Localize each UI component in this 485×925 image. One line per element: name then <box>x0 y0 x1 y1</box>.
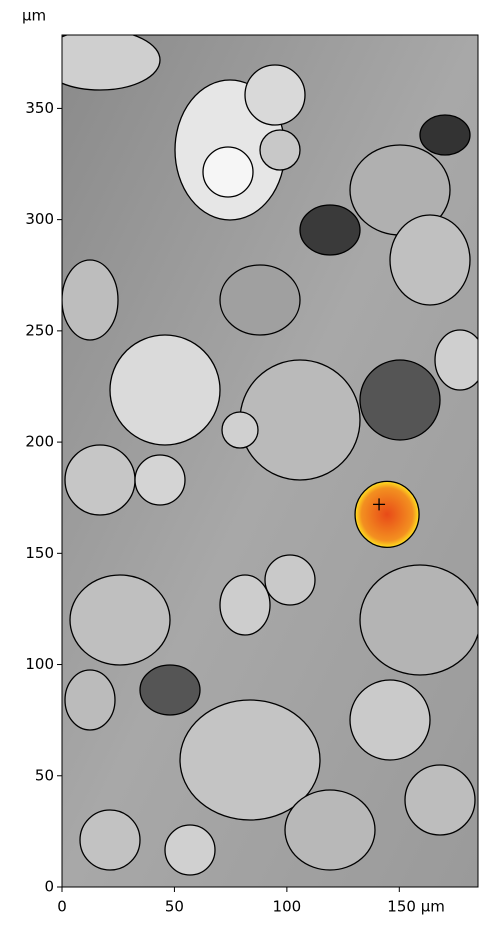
x-tick-label: 50 <box>165 898 184 916</box>
y-tick-label: 50 <box>35 766 54 784</box>
y-tick-label: 350 <box>25 99 54 117</box>
x-tick-label: 100 <box>273 898 302 916</box>
y-tick-label: 200 <box>25 433 54 451</box>
y-tick-label: 300 <box>25 210 54 228</box>
micrograph <box>40 30 485 887</box>
x-tick-label: 150 µm <box>387 898 445 916</box>
chart: µm 0 50 100 150 200 250 300 350 0 50 100 150 µm <box>0 0 485 921</box>
y-axis-unit: µm <box>22 7 46 25</box>
y-tick-label: 250 <box>25 321 54 339</box>
x-tick-label: 0 <box>57 898 67 916</box>
y-tick-label: 0 <box>44 878 54 896</box>
y-tick-label: 100 <box>25 655 54 673</box>
highlighted-grain <box>355 481 419 547</box>
y-tick-label: 150 <box>25 544 54 562</box>
